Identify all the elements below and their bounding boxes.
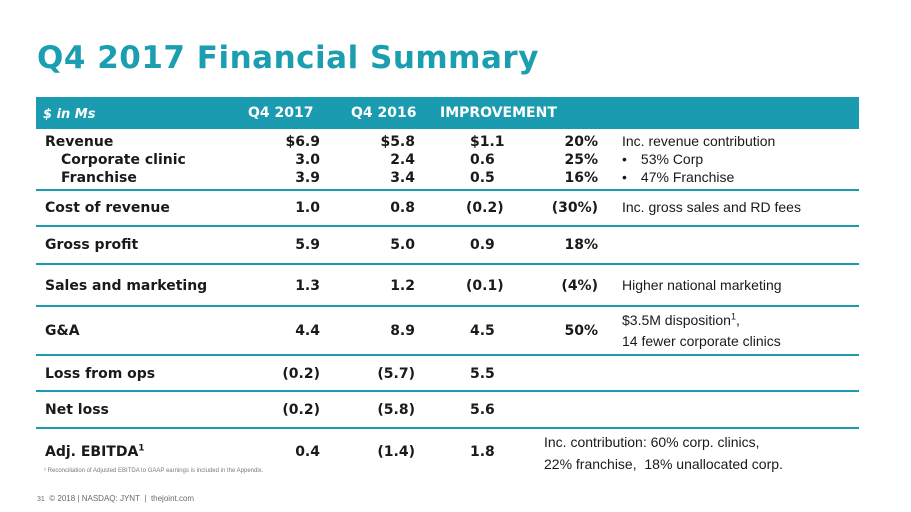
row-divider <box>36 354 859 356</box>
cell-ga-q17: 4.4 <box>295 323 320 339</box>
note-ebitda-line2: 22% franchise, 18% unallocated corp. <box>544 456 783 472</box>
cell-ebitda-q16: (1.4) <box>377 444 415 460</box>
cell-cost-q16: 0.8 <box>390 200 415 216</box>
row-label-ga: G&A <box>45 323 80 339</box>
cell-franchise-pct: 16% <box>564 170 598 186</box>
cell-ebitda-q17: 0.4 <box>295 444 320 460</box>
note-revenue: Inc. revenue contribution <box>622 133 776 149</box>
row-divider <box>36 390 859 392</box>
cell-corporate-q16: 2.4 <box>390 152 415 168</box>
cell-net-loss-q16: (5.8) <box>377 402 415 418</box>
row-divider <box>36 263 859 265</box>
row-label-franchise: Franchise <box>61 170 137 186</box>
note-ga-line1: $3.5M disposition1, <box>622 311 740 328</box>
page-footer: 31 © 2018 | NASDAQ: JYNT | thejoint.com <box>37 494 194 503</box>
cell-revenue-q16: $5.8 <box>380 134 415 150</box>
cell-ga-diff: 4.5 <box>470 323 495 339</box>
row-divider <box>36 305 859 307</box>
note-cost: Inc. gross sales and RD fees <box>622 199 801 215</box>
table-header-bar <box>36 97 859 129</box>
note-corporate: 53% Corp <box>640 151 704 167</box>
row-divider <box>36 427 859 429</box>
cell-revenue-pct: 20% <box>564 134 598 150</box>
note-franchise: 47% Franchise <box>640 169 735 185</box>
row-label-net-loss: Net loss <box>45 402 109 418</box>
cell-gross-diff: 0.9 <box>470 237 495 253</box>
col-header-q4-2016: Q4 2016 <box>351 105 417 121</box>
cell-ga-q16: 8.9 <box>390 323 415 339</box>
bullet-corp: • 53% Corp <box>622 151 703 167</box>
cell-sales-q17: 1.3 <box>295 278 320 294</box>
cell-sales-q16: 1.2 <box>390 278 415 294</box>
cell-gross-q16: 5.0 <box>390 237 415 253</box>
cell-ga-pct: 50% <box>564 323 598 339</box>
row-label-revenue: Revenue <box>45 134 114 150</box>
footer-divider: | <box>77 494 80 503</box>
cell-loss-ops-diff: 5.5 <box>470 366 495 382</box>
row-label-gross: Gross profit <box>45 237 139 253</box>
units-label: $ in Ms <box>43 107 96 122</box>
bullet-icon: • <box>622 169 627 185</box>
cell-loss-ops-q16: (5.7) <box>377 366 415 382</box>
cell-sales-pct: (4%) <box>561 278 598 294</box>
cell-franchise-q16: 3.4 <box>390 170 415 186</box>
cell-net-loss-q17: (0.2) <box>282 402 320 418</box>
cell-gross-pct: 18% <box>564 237 598 253</box>
page-number: 31 <box>37 496 45 503</box>
bullet-icon: • <box>622 151 627 167</box>
row-label-cost: Cost of revenue <box>45 200 170 216</box>
cell-corporate-q17: 3.0 <box>295 152 320 168</box>
ticker: NASDAQ: JYNT <box>81 494 140 503</box>
col-header-q4-2017: Q4 2017 <box>248 105 314 121</box>
cell-gross-q17: 5.9 <box>295 237 320 253</box>
cell-net-loss-diff: 5.6 <box>470 402 495 418</box>
footnote: ¹ Reconciliation of Adjusted EBITDA to G… <box>44 468 264 474</box>
cell-corporate-diff: 0.6 <box>470 152 495 168</box>
cell-corporate-pct: 25% <box>564 152 598 168</box>
cell-revenue-diff: $1.1 <box>470 134 505 150</box>
cell-cost-diff: (0.2) <box>466 200 504 216</box>
cell-cost-pct: (30%) <box>551 200 598 216</box>
page-title: Q4 2017 Financial Summary <box>37 40 539 76</box>
cell-loss-ops-q17: (0.2) <box>282 366 320 382</box>
note-sales: Higher national marketing <box>622 277 782 293</box>
col-header-improvement: IMPROVEMENT <box>440 105 557 121</box>
note-ebitda-line1: Inc. contribution: 60% corp. clinics, <box>544 434 760 450</box>
row-label-corporate: Corporate clinic <box>61 152 186 168</box>
cell-sales-diff: (0.1) <box>466 278 504 294</box>
note-ga-line2: 14 fewer corporate clinics <box>622 333 781 349</box>
row-label-loss-ops: Loss from ops <box>45 366 156 382</box>
cell-franchise-q17: 3.9 <box>295 170 320 186</box>
bullet-franchise: • 47% Franchise <box>622 169 734 185</box>
copyright: © 2018 <box>49 494 76 503</box>
footer-divider: | <box>144 494 147 503</box>
row-label-ebitda: Adj. EBITDA1 <box>45 443 145 460</box>
cell-cost-q17: 1.0 <box>295 200 320 216</box>
row-divider <box>36 225 859 227</box>
row-label-sales: Sales and marketing <box>45 278 208 294</box>
cell-revenue-q17: $6.9 <box>285 134 320 150</box>
website-link[interactable]: thejoint.com <box>150 494 195 503</box>
row-divider <box>36 189 859 191</box>
cell-ebitda-diff: 1.8 <box>470 444 495 460</box>
cell-franchise-diff: 0.5 <box>470 170 495 186</box>
